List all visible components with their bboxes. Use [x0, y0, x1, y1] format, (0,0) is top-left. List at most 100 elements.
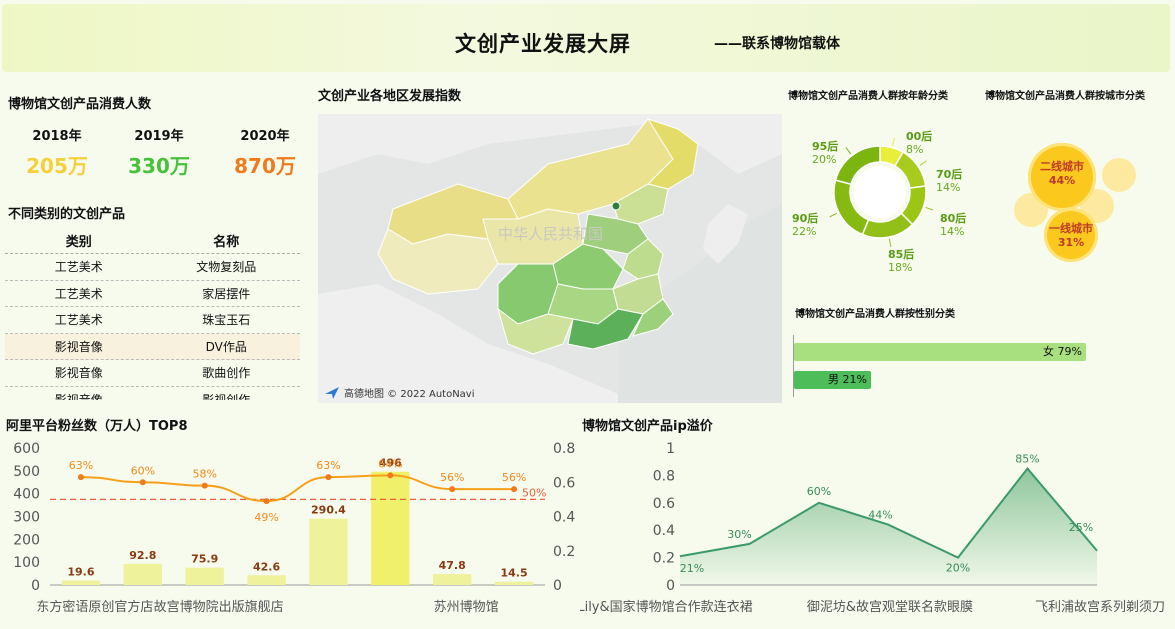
fans-bar-line-chart[interactable]: 0 100 200 300 400 500 600 0 0.2 0.4 0.6 0.8 19.6 92.8… [0, 436, 580, 629]
year-label: 2018年 [32, 129, 82, 144]
gender-bar-female[interactable]: 女 79% [794, 343, 1086, 361]
slice-label: 22% [792, 225, 816, 238]
category-cell: 影视音像 [54, 392, 103, 400]
bar-value-label: 42.6 [253, 560, 280, 573]
ip-title: 博物馆文创产品ip溢价 [582, 419, 713, 434]
bubble-decor [1102, 158, 1136, 192]
donut-slice [861, 212, 914, 239]
y-tick-label: 400 [13, 487, 40, 503]
y2-tick-label: 0.6 [553, 475, 575, 491]
y-tick-label: 0 [31, 578, 40, 594]
label-leader [891, 137, 895, 146]
city-title: 博物馆文创产品消费人群按城市分类 [985, 91, 1145, 102]
premium-area [680, 468, 1097, 585]
premium-label: 85% [1015, 453, 1039, 466]
page-subtitle: ——联系博物馆载体 [714, 36, 840, 52]
consumers-title: 博物馆文创产品消费人数 [8, 97, 152, 112]
y-tick-label: 0.2 [653, 551, 675, 567]
name-cell: 珠宝玉石 [202, 313, 251, 328]
ratio-label: 58% [192, 468, 216, 481]
table-row[interactable]: 工艺美术 文物复刻品 [5, 254, 300, 281]
y-tick-label: 0.6 [653, 496, 675, 512]
map-canvas: 中华人民共和国 [318, 114, 782, 403]
premium-label: 21% [680, 562, 704, 575]
category-cell: 影视音像 [54, 366, 103, 381]
ratio-label: 56% [440, 471, 464, 484]
slice-label: 14% [940, 225, 964, 238]
label-leader [919, 160, 927, 166]
bar-value-label: 47.8 [439, 559, 466, 572]
table-row[interactable]: 影视音像 歌曲创作 [5, 360, 300, 387]
fan-bar [433, 574, 472, 585]
slice-category: 90后 [792, 211, 818, 225]
ratio-point [263, 498, 270, 505]
x-tick-label: 飞利浦故宫系列剃须刀 [1035, 600, 1165, 615]
name-cell: 家居摆件 [202, 286, 251, 301]
slice-category: 85后 [888, 247, 914, 261]
china-regions [377, 118, 699, 355]
fan-bar [371, 471, 410, 585]
city-bubble[interactable] [1044, 208, 1098, 262]
name-cell: 歌曲创作 [202, 366, 251, 381]
y-tick-label: 300 [13, 510, 40, 526]
consumer-count: 330万 [128, 154, 190, 178]
city-name: 一线城市 [1049, 222, 1093, 235]
category-cell: 影视音像 [54, 339, 103, 354]
category-cell: 工艺美术 [54, 286, 103, 301]
slice-label: 18% [888, 261, 912, 274]
header-banner: 文创产业发展大屏 ——联系博物馆载体 [2, 4, 1170, 72]
category-cell: 工艺美术 [54, 313, 103, 328]
ratio-label: 64% [378, 457, 402, 470]
table-row[interactable]: 影视音像 影视创作 [5, 387, 300, 400]
ratio-label: 56% [502, 471, 526, 484]
ratio-label: 49% [254, 511, 278, 524]
region-map[interactable]: 中华人民共和国 [318, 114, 782, 403]
slice-category: 00后 [906, 129, 932, 143]
label-leader [925, 206, 934, 211]
ip-premium-area-chart[interactable]: 0 0.2 0.4 0.6 0.8 1 21% 30% 60% 44% 20% 85% 25% Lily&… [580, 436, 1175, 629]
ratio-point [511, 486, 518, 493]
slice-category: 70后 [936, 167, 962, 181]
city-bubble-label: 二线城市 44% [1028, 160, 1096, 188]
y2-tick-label: 0.4 [553, 510, 575, 526]
category-table[interactable]: 类别 名称 工艺美术 文物复刻品 工艺美术 家居摆件 工艺美术 珠宝玉石 影视音像 DV… [5, 228, 300, 400]
city-pct: 44% [1048, 174, 1076, 187]
ratio-label: 63% [316, 459, 340, 472]
gender-bar-male[interactable]: 男 21% [794, 371, 871, 389]
map-title: 文创产业各地区发展指数 [318, 89, 462, 104]
table-row[interactable]: 工艺美术 珠宝玉石 [5, 307, 300, 334]
table-row[interactable]: 影视音像 DV作品 [5, 333, 300, 360]
y-tick-label: 0.4 [653, 523, 675, 539]
city-bubble[interactable] [1028, 143, 1096, 211]
consumer-count: 205万 [26, 154, 88, 178]
column-header: 类别 [65, 235, 92, 250]
ratio-point [201, 482, 208, 489]
label-leader [845, 147, 852, 155]
fans-title: 阿里平台粉丝数（万人）TOP8 [6, 419, 188, 434]
ratio-point [325, 474, 332, 481]
name-cell: 影视创作 [202, 392, 251, 400]
y-tick-label: 1 [666, 441, 675, 457]
ratio-point [139, 479, 146, 486]
column-header: 名称 [213, 235, 240, 250]
gender-axis [793, 335, 794, 397]
premium-label: 44% [868, 509, 892, 522]
y2-tick-label: 0 [553, 578, 562, 594]
reference-label: 50% [522, 486, 546, 499]
name-cell: DV作品 [205, 339, 247, 354]
bar-value-label: 19.6 [67, 566, 94, 579]
x-tick-label: 苏州博物馆 [434, 599, 499, 615]
x-tick-label: 御泥坊&故宫观堂联名款眼膜 [807, 599, 973, 615]
bar-value-label: 92.8 [129, 549, 156, 562]
table-row[interactable]: 工艺美术 家居摆件 [5, 281, 300, 307]
map-watermark: 中华人民共和国 [498, 225, 603, 243]
x-tick-label: Lily&国家博物馆合作款连衣裙 [580, 599, 753, 615]
ratio-point [77, 474, 84, 481]
donut-slice [834, 145, 881, 186]
ratio-label: 63% [69, 459, 93, 472]
fan-bar [123, 563, 162, 585]
y2-tick-label: 0.2 [553, 544, 575, 560]
slice-label: 14% [936, 181, 960, 194]
y-tick-label: 0 [666, 578, 675, 594]
